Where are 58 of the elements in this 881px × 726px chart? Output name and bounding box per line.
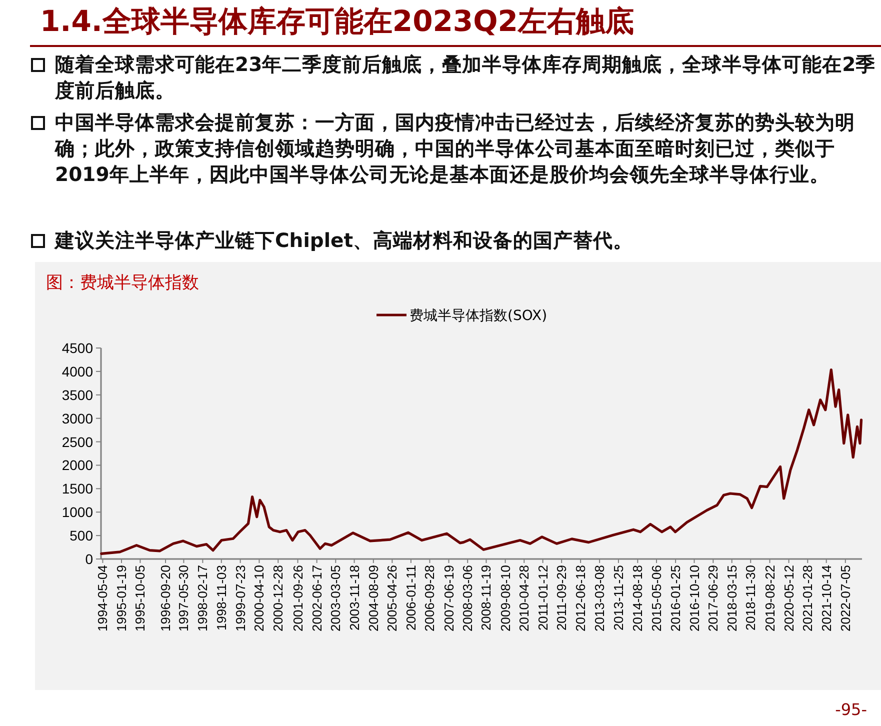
y-tick-label: 4000 [62, 363, 94, 380]
y-tick-label: 1500 [62, 480, 94, 497]
x-tick-label: 1995-10-05 [132, 565, 148, 632]
y-tick-label: 500 [70, 528, 94, 544]
text: 建议关注半导体产业链下Chiplet、高端材料和设备的国产替代。 [55, 228, 634, 254]
chart-title: 1.4.全球半导体库存可能在2023Q2左右触底 [40, 3, 634, 40]
x-tick-label: 2021-01-28 [800, 565, 816, 632]
x-tick-label: 2006-09-28 [422, 565, 438, 632]
line-series [100, 368, 863, 555]
x-tick-label: 1998-02-17 [195, 565, 210, 632]
y-tick-label: 0 [85, 551, 94, 567]
x-tick-label: 2008-11-19 [478, 565, 494, 631]
x-tick-label: 2000-12-28 [270, 565, 286, 632]
text: 中国半导体需求会提前复苏：一方面，国内疫情冲击已经过去，后续经济复苏的势头较为明确；此外，政策支持信创领域趋势明确，中国的半导体公司基本面至暗时刻已过，类似于2019年上半年，因此中国半导体公司无论是基本面还是股价均会领先全球半导体行业。 [55, 110, 856, 188]
x-tick-label: 2011-09-29 [554, 565, 570, 631]
y-tick-label: 1000 [62, 504, 94, 520]
x-tick-label: 2021-10-14 [818, 565, 834, 632]
x-tick-label: 2016-01-25 [668, 565, 684, 632]
x-tick-label: 1999-07-23 [232, 565, 248, 632]
x-tick-label: 2022-07-05 [838, 565, 853, 632]
x-tick-label: 1997-05-30 [176, 565, 192, 632]
y-tick-label: 3500 [62, 386, 94, 403]
x-tick-label: 2005-04-26 [384, 565, 400, 632]
x-tick-label: 2011-01-12 [535, 565, 550, 631]
x-tick-label: 2020-05-12 [781, 565, 796, 632]
x-tick-label: 2010-04-28 [516, 565, 532, 632]
chart-subtitle: 图：费城半导体指数 [46, 273, 199, 293]
x-tick-label: 2004-08-09 [366, 565, 381, 632]
x-tick-label: 2015-05-06 [649, 565, 664, 632]
text: -95- [835, 700, 867, 719]
y-tick-label: 3000 [62, 410, 94, 426]
x-tick-label: 2013-03-08 [592, 565, 608, 632]
x-tick-label: 2017-06-29 [706, 565, 721, 632]
x-tick-label: 2003-03-05 [328, 565, 344, 632]
x-tick-label: 2006-01-11 [403, 565, 418, 631]
x-tick-label: 1995-01-19 [114, 565, 129, 632]
x-tick-label: 2019-08-22 [762, 565, 778, 632]
x-tick-label: 2012-06-18 [573, 565, 588, 632]
x-tick-label: 2000-04-10 [252, 565, 267, 632]
x-tick-label: 1998-11-03 [214, 565, 229, 631]
x-tick-label: 1994-05-04 [95, 565, 110, 632]
x-tick-label: 2003-11-18 [346, 565, 362, 631]
text: 随着全球需求可能在23年二季度前后触底，叠加半导体库存周期触底，全球半导体可能在2季度前后触底。 [55, 52, 877, 104]
y-tick-label: 4500 [62, 340, 94, 356]
x-tick-label: 1996-09-20 [158, 565, 174, 632]
x-tick-label: 2008-03-06 [460, 565, 476, 632]
x-tick-label: 2014-08-18 [630, 565, 646, 632]
x-tick-label: 2009-08-10 [498, 565, 513, 632]
x-tick-label: 2013-11-25 [610, 565, 626, 631]
x-tick-label: 2016-10-10 [686, 565, 702, 632]
legend-label: 费城半导体指数(SOX) [410, 308, 548, 324]
y-tick-label: 2000 [62, 457, 94, 474]
x-tick-label: 2007-06-19 [441, 565, 456, 632]
x-tick-label: 2002-06-17 [309, 565, 324, 632]
y-tick-label: 2500 [62, 434, 94, 450]
x-tick-label: 2001-09-26 [290, 565, 306, 632]
x-tick-label: 2018-11-30 [743, 565, 758, 631]
x-tick-label: 2018-03-15 [724, 565, 740, 632]
